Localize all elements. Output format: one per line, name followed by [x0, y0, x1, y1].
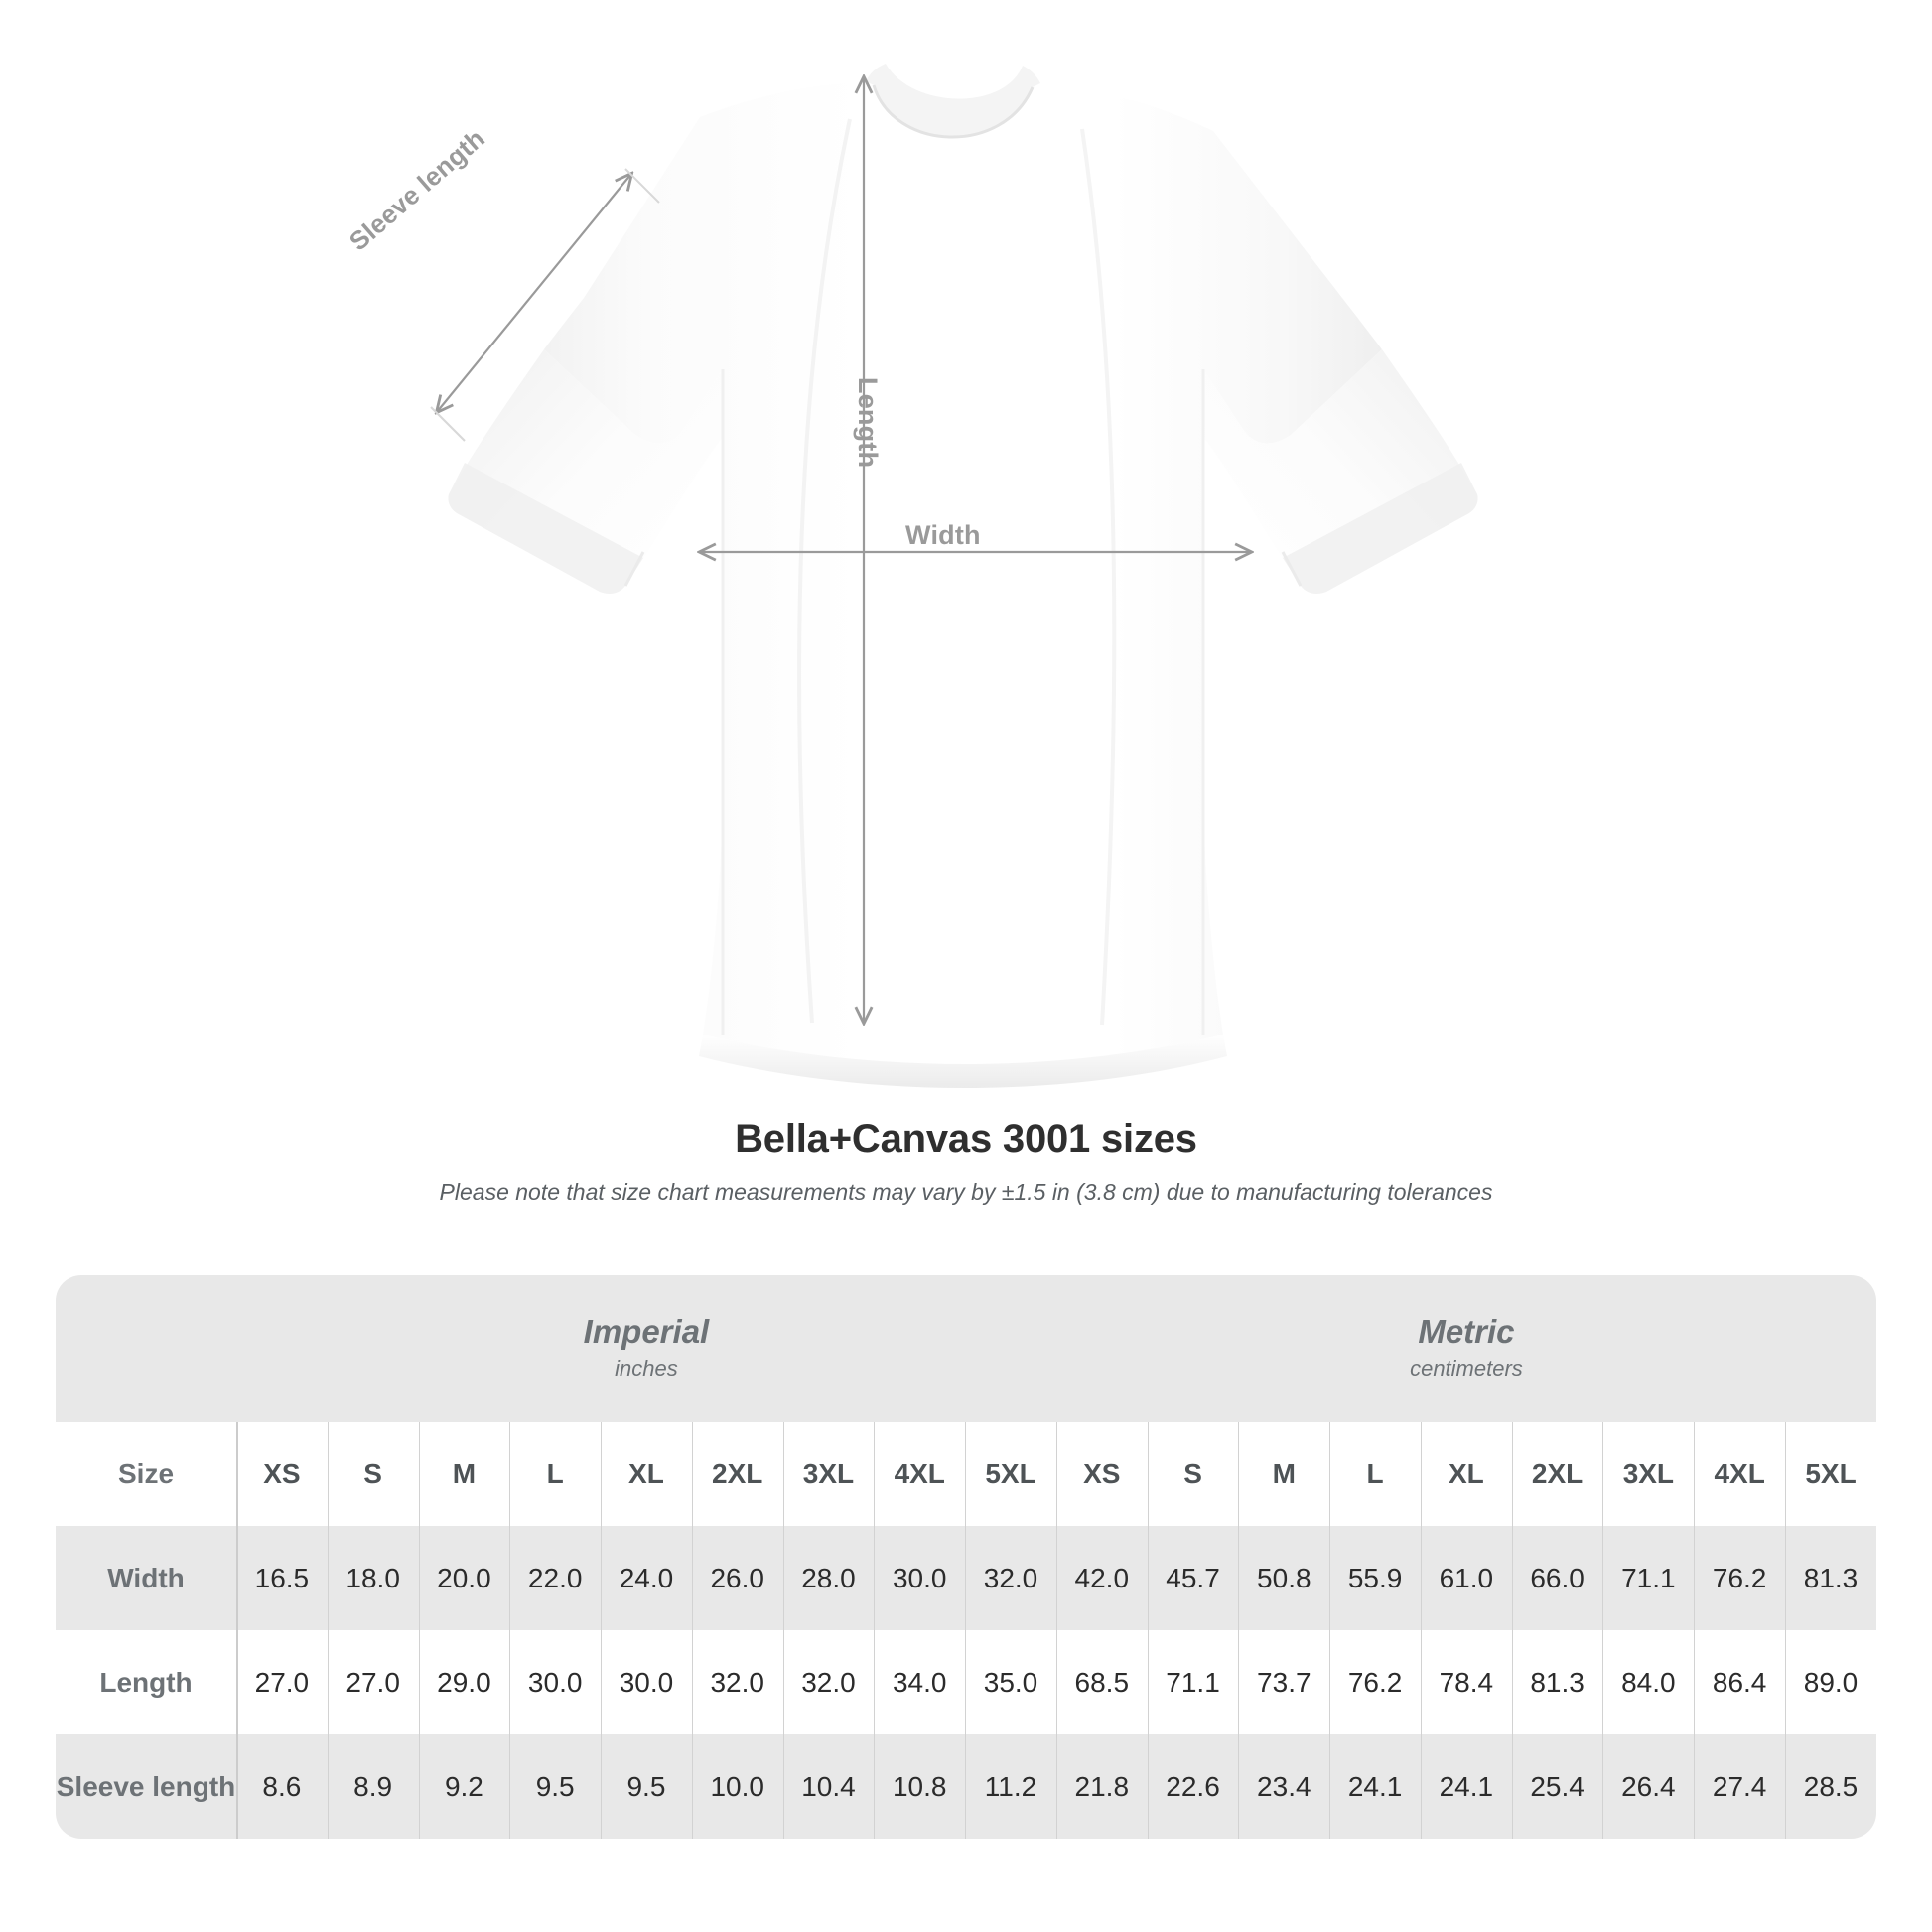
- unit-header-sub: centimeters: [1410, 1356, 1523, 1382]
- cell-sleeve-length-metric-l: 24.1: [1329, 1734, 1421, 1839]
- cell-width-metric-xs: 42.0: [1055, 1526, 1148, 1630]
- table-row: Sleeve length 8.6 8.9 9.2 9.5 9.5 10.0 10.4 10.8…: [56, 1734, 1876, 1839]
- size-header-s-metric: S: [1147, 1422, 1239, 1526]
- cell-width-imperial-4xl: 30.0: [874, 1526, 966, 1630]
- sleeve-dimension-line: [437, 174, 631, 412]
- size-header-xs-metric: XS: [1055, 1422, 1148, 1526]
- cell-width-imperial-m: 20.0: [418, 1526, 510, 1630]
- row-label-header: Size: [56, 1422, 236, 1526]
- cell-sleeve-length-metric-4xl: 27.4: [1694, 1734, 1786, 1839]
- unit-header-metric: Metric centimeters: [1055, 1275, 1876, 1422]
- cell-sleeve-length-metric-5xl: 28.5: [1785, 1734, 1876, 1839]
- cell-width-metric-3xl: 71.1: [1602, 1526, 1695, 1630]
- unit-header-spacer: [56, 1275, 236, 1422]
- cell-width-metric-5xl: 81.3: [1785, 1526, 1876, 1630]
- cell-sleeve-length-metric-s: 22.6: [1147, 1734, 1239, 1839]
- cell-width-metric-m: 50.8: [1238, 1526, 1330, 1630]
- size-header-xs-imperial: XS: [236, 1422, 328, 1526]
- cell-length-imperial-2xl: 32.0: [691, 1630, 783, 1734]
- size-header-3xl-imperial: 3XL: [782, 1422, 875, 1526]
- cell-width-imperial-2xl: 26.0: [691, 1526, 783, 1630]
- cell-sleeve-length-metric-2xl: 25.4: [1511, 1734, 1603, 1839]
- cell-length-metric-xl: 78.4: [1420, 1630, 1512, 1734]
- cell-length-imperial-xs: 27.0: [236, 1630, 328, 1734]
- cell-length-imperial-5xl: 35.0: [965, 1630, 1056, 1734]
- cell-sleeve-length-imperial-l: 9.5: [509, 1734, 602, 1839]
- cell-length-metric-3xl: 84.0: [1602, 1630, 1695, 1734]
- cell-length-metric-l: 76.2: [1329, 1630, 1421, 1734]
- size-header-l-metric: L: [1329, 1422, 1421, 1526]
- cell-width-imperial-l: 22.0: [509, 1526, 602, 1630]
- size-header-s-imperial: S: [327, 1422, 419, 1526]
- cell-sleeve-length-imperial-3xl: 10.4: [782, 1734, 875, 1839]
- size-header-m-metric: M: [1238, 1422, 1330, 1526]
- chart-title-block: Bella+Canvas 3001 sizes Please note that…: [0, 1117, 1932, 1206]
- unit-header-imperial: Imperial inches: [236, 1275, 1056, 1422]
- cell-length-metric-xs: 68.5: [1055, 1630, 1148, 1734]
- cell-sleeve-length-metric-3xl: 26.4: [1602, 1734, 1695, 1839]
- cell-length-metric-4xl: 86.4: [1694, 1630, 1786, 1734]
- size-header-5xl-imperial: 5XL: [965, 1422, 1056, 1526]
- cell-length-imperial-xl: 30.0: [601, 1630, 692, 1734]
- cell-length-imperial-3xl: 32.0: [782, 1630, 875, 1734]
- cell-length-metric-5xl: 89.0: [1785, 1630, 1876, 1734]
- cell-sleeve-length-imperial-5xl: 11.2: [965, 1734, 1056, 1839]
- row-label-sleeve-length: Sleeve length: [56, 1734, 236, 1839]
- cell-sleeve-length-metric-xs: 21.8: [1055, 1734, 1148, 1839]
- cell-length-imperial-m: 29.0: [418, 1630, 510, 1734]
- cell-width-metric-2xl: 66.0: [1511, 1526, 1603, 1630]
- cell-sleeve-length-imperial-4xl: 10.8: [874, 1734, 966, 1839]
- size-header-2xl-metric: 2XL: [1511, 1422, 1603, 1526]
- tshirt-illustration: [430, 64, 1478, 1088]
- cell-sleeve-length-imperial-xs: 8.6: [236, 1734, 328, 1839]
- cell-width-imperial-s: 18.0: [327, 1526, 419, 1630]
- cell-width-metric-xl: 61.0: [1420, 1526, 1512, 1630]
- width-label: Width: [905, 520, 981, 550]
- size-header-5xl-metric: 5XL: [1785, 1422, 1876, 1526]
- cell-width-metric-s: 45.7: [1147, 1526, 1239, 1630]
- table-row: Length 27.0 27.0 29.0 30.0 30.0 32.0 32.0 34.0 35…: [56, 1630, 1876, 1734]
- cell-width-imperial-3xl: 28.0: [782, 1526, 875, 1630]
- cell-sleeve-length-metric-m: 23.4: [1238, 1734, 1330, 1839]
- cell-width-metric-4xl: 76.2: [1694, 1526, 1786, 1630]
- length-label: Length: [853, 377, 883, 469]
- size-header-m-imperial: M: [418, 1422, 510, 1526]
- cell-length-metric-s: 71.1: [1147, 1630, 1239, 1734]
- cell-width-imperial-5xl: 32.0: [965, 1526, 1056, 1630]
- size-header-row: Size XS S M L XL 2XL 3XL 4XL 5XL XS S M L XL 2XL 3XL 4XL 5…: [56, 1422, 1876, 1526]
- row-label-length: Length: [56, 1630, 236, 1734]
- cell-width-imperial-xl: 24.0: [601, 1526, 692, 1630]
- shirt-body-shape: [448, 64, 1478, 1088]
- cell-length-imperial-4xl: 34.0: [874, 1630, 966, 1734]
- cell-length-metric-2xl: 81.3: [1511, 1630, 1603, 1734]
- unit-header-name: Imperial: [583, 1312, 710, 1350]
- size-header-3xl-metric: 3XL: [1602, 1422, 1695, 1526]
- cell-width-imperial-xs: 16.5: [236, 1526, 328, 1630]
- size-chart-table-wrapper: Imperial inches Metric centimeters Size XS S M L…: [56, 1275, 1876, 1839]
- size-header-xl-metric: XL: [1420, 1422, 1512, 1526]
- cell-sleeve-length-metric-xl: 24.1: [1420, 1734, 1512, 1839]
- page-title: Bella+Canvas 3001 sizes: [735, 1117, 1197, 1161]
- unit-header-sub: inches: [615, 1356, 678, 1382]
- unit-header-name: Metric: [1418, 1312, 1515, 1350]
- cell-sleeve-length-imperial-xl: 9.5: [601, 1734, 692, 1839]
- size-header-4xl-imperial: 4XL: [874, 1422, 966, 1526]
- tshirt-measurement-diagram: Sleeve length Length Width: [343, 64, 1478, 1088]
- cell-sleeve-length-imperial-s: 8.9: [327, 1734, 419, 1839]
- cell-length-imperial-s: 27.0: [327, 1630, 419, 1734]
- table-row: Width 16.5 18.0 20.0 22.0 24.0 26.0 28.0 30.0 32.…: [56, 1526, 1876, 1630]
- size-header-2xl-imperial: 2XL: [691, 1422, 783, 1526]
- cell-sleeve-length-imperial-2xl: 10.0: [691, 1734, 783, 1839]
- cell-sleeve-length-imperial-m: 9.2: [418, 1734, 510, 1839]
- size-header-4xl-metric: 4XL: [1694, 1422, 1786, 1526]
- cell-length-metric-m: 73.7: [1238, 1630, 1330, 1734]
- cell-length-imperial-l: 30.0: [509, 1630, 602, 1734]
- size-chart-table: Imperial inches Metric centimeters Size XS S M L…: [56, 1275, 1876, 1839]
- size-header-xl-imperial: XL: [601, 1422, 692, 1526]
- unit-header-row: Imperial inches Metric centimeters: [56, 1275, 1876, 1422]
- row-label-width: Width: [56, 1526, 236, 1630]
- size-header-l-imperial: L: [509, 1422, 602, 1526]
- cell-width-metric-l: 55.9: [1329, 1526, 1421, 1630]
- tolerance-note: Please note that size chart measurements…: [439, 1179, 1493, 1205]
